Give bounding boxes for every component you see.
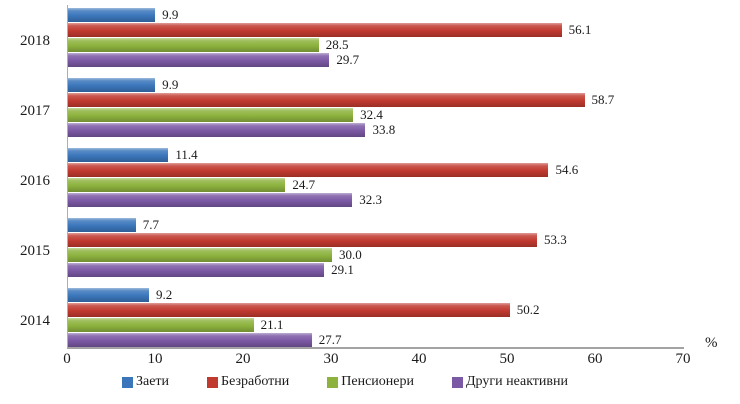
bar-value-label: 9.2 xyxy=(155,287,173,302)
x-tick-70: 70 xyxy=(675,351,691,367)
legend-item-series3: Пенсионери xyxy=(327,374,414,390)
bar-row: 53.3 xyxy=(68,233,684,247)
bar-value-label: 33.8 xyxy=(372,122,396,137)
legend-label: Безработни xyxy=(221,374,290,389)
category-label-2016: 2016 xyxy=(20,173,50,189)
bar-value-label: 28.5 xyxy=(325,37,349,52)
bar-value-label: 29.7 xyxy=(336,52,360,67)
bar-series4-2016 xyxy=(68,193,353,207)
bar-group-2018: 9.9 56.1 28.5 29.7 xyxy=(68,8,684,68)
bar-group-2015: 7.7 53.3 30.0 29.1 xyxy=(68,218,684,278)
x-tick-40: 40 xyxy=(411,351,427,367)
legend-item-series1: Заети xyxy=(121,374,170,390)
bar-series4-2014 xyxy=(68,333,312,347)
bar-value-label: 50.2 xyxy=(516,302,540,317)
bar-series3-2015 xyxy=(68,248,332,262)
bar-value-label: 54.6 xyxy=(555,162,579,177)
bar-value-label: 32.3 xyxy=(359,192,382,207)
bar-value-label: 9.9 xyxy=(162,77,179,92)
x-tick-50: 50 xyxy=(499,351,515,367)
bar-value-label: 7.7 xyxy=(142,217,159,232)
bar-row: 30.0 xyxy=(68,248,684,262)
legend: Заети Безработни Пенсионери Други неактивни xyxy=(20,374,670,390)
bar-row: 32.4 xyxy=(68,108,684,122)
bar-series1-2015 xyxy=(68,218,136,232)
bar-value-label: 29.1 xyxy=(331,262,354,277)
bar-series2-2017 xyxy=(68,93,585,107)
bar-value-label: 58.7 xyxy=(591,92,615,107)
category-label-2018: 2018 xyxy=(20,33,50,49)
x-tick-0: 0 xyxy=(63,351,71,367)
legend-swatch-icon xyxy=(452,376,463,388)
legend-swatch-icon xyxy=(327,376,339,388)
category-label-2015: 2015 xyxy=(20,243,50,259)
bar-series2-2018 xyxy=(68,23,562,37)
bar-row: 54.6 xyxy=(68,163,684,177)
legend-label: Заети xyxy=(135,374,170,389)
bar-row: 32.3 xyxy=(68,193,684,207)
x-tick-60: 60 xyxy=(587,351,603,367)
bar-row: 24.7 xyxy=(68,178,684,192)
bar-value-label: 30.0 xyxy=(339,247,362,262)
bar-row: 50.2 xyxy=(68,303,684,317)
bar-row: 9.9 xyxy=(68,8,684,22)
bar-value-label: 21.1 xyxy=(260,317,284,332)
bar-series2-2016 xyxy=(68,163,549,177)
bar-series3-2014 xyxy=(68,318,254,332)
bar-group-2014: 9.2 50.2 21.1 27.7 xyxy=(68,288,684,348)
bar-series1-2016 xyxy=(68,148,169,162)
legend-item-series2: Безработни xyxy=(207,374,289,390)
bar-value-label: 53.3 xyxy=(544,232,567,247)
category-label-2017: 2017 xyxy=(20,103,50,119)
bar-series4-2018 xyxy=(68,53,330,67)
legend-swatch-icon xyxy=(207,376,219,388)
bar-row: 11.4 xyxy=(68,148,684,162)
bar-group-2016: 11.4 54.6 24.7 32.3 xyxy=(68,148,684,208)
x-axis-unit-label: % xyxy=(705,335,718,351)
x-tick-20: 20 xyxy=(235,351,251,367)
legend-item-series4: Други неактивни xyxy=(452,374,568,390)
bar-series1-2018 xyxy=(68,8,156,22)
bar-row: 58.7 xyxy=(68,93,684,107)
bar-value-label: 56.1 xyxy=(568,22,592,37)
bar-series4-2015 xyxy=(68,263,325,277)
bar-row: 9.2 xyxy=(68,288,684,302)
category-label-2014: 2014 xyxy=(20,313,50,329)
bar-series2-2015 xyxy=(68,233,538,247)
x-tick-30: 30 xyxy=(323,351,339,367)
bar-row: 56.1 xyxy=(68,23,684,37)
bar-row: 7.7 xyxy=(68,218,684,232)
legend-label: Пенсионери xyxy=(341,374,414,389)
bar-series1-2017 xyxy=(68,78,156,92)
bar-row: 29.1 xyxy=(68,263,684,277)
bar-row: 27.7 xyxy=(68,333,684,347)
bar-row: 21.1 xyxy=(68,318,684,332)
plot-area: 9.9 56.1 28.5 29.7 9.9 58.7 32.4 33.8 11.4 54.6 24… xyxy=(67,5,684,349)
bar-row: 33.8 xyxy=(68,123,684,137)
bar-group-2017: 9.9 58.7 32.4 33.8 xyxy=(68,78,684,138)
bar-series1-2014 xyxy=(68,288,149,302)
bar-value-label: 24.7 xyxy=(292,177,316,192)
bar-value-label: 9.9 xyxy=(162,7,179,22)
legend-label: Други неактивни xyxy=(466,374,569,389)
bar-series4-2017 xyxy=(68,123,366,137)
bar-series3-2017 xyxy=(68,108,354,122)
bar-series3-2018 xyxy=(68,38,319,52)
bar-row: 29.7 xyxy=(68,53,684,67)
legend-swatch-icon xyxy=(121,376,133,388)
bar-value-label: 32.4 xyxy=(360,107,383,122)
bar-row: 28.5 xyxy=(68,38,684,52)
bar-row: 9.9 xyxy=(68,78,684,92)
bar-series2-2014 xyxy=(68,303,510,317)
x-tick-10: 10 xyxy=(147,351,163,367)
bar-series3-2016 xyxy=(68,178,286,192)
bar-value-label: 27.7 xyxy=(318,332,342,347)
bar-value-label: 11.4 xyxy=(175,147,198,162)
